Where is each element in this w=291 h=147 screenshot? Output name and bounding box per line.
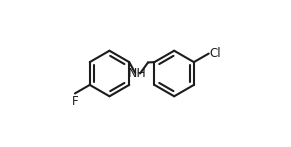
Text: NH: NH — [128, 67, 147, 80]
Text: F: F — [72, 95, 78, 108]
Text: Cl: Cl — [210, 47, 221, 60]
